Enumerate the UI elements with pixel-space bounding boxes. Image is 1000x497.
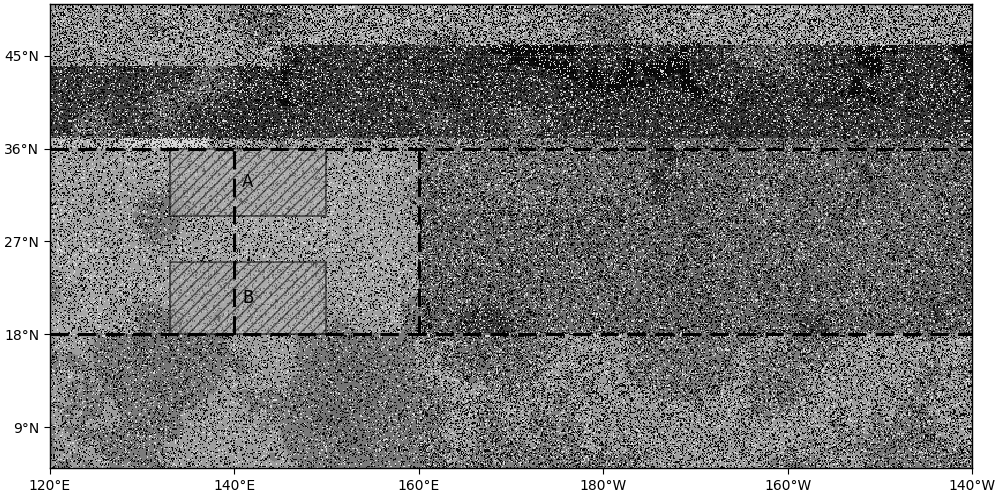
- Text: A: A: [242, 173, 254, 191]
- Text: B: B: [242, 289, 254, 307]
- Bar: [170, 262, 326, 334]
- Bar: [170, 149, 326, 216]
